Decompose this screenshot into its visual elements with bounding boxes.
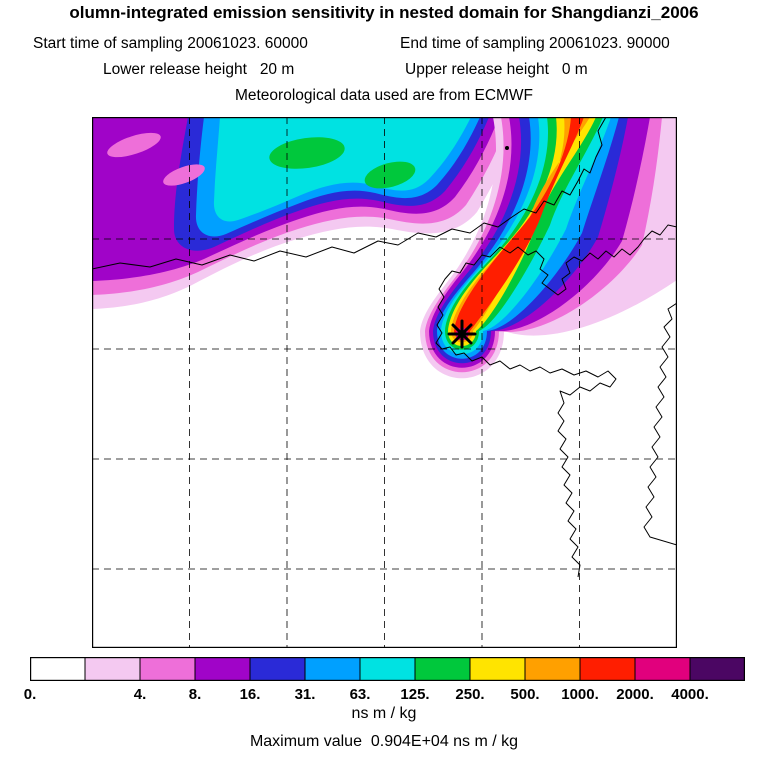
plume-mass-cyan bbox=[213, 117, 471, 222]
coastlines bbox=[92, 117, 677, 578]
colorbar-tick-label: 8. bbox=[188, 686, 202, 703]
colorbar-tick-label: 4. bbox=[133, 686, 147, 703]
end-time-text: End time of sampling 20061023. 90000 bbox=[400, 35, 670, 52]
colorbar-tick-label: 63. bbox=[349, 686, 371, 703]
colorbar-cell bbox=[139, 657, 196, 681]
map-panel bbox=[92, 117, 677, 648]
colorbar-tick-label: 4000. bbox=[671, 686, 709, 703]
coast-liaodong bbox=[499, 224, 677, 296]
colorbar-cell bbox=[249, 657, 306, 681]
colorbar-tick-label: 1000. bbox=[561, 686, 599, 703]
colorbar-cell bbox=[30, 657, 86, 681]
map-border bbox=[92, 117, 677, 648]
station-star-icon bbox=[447, 319, 477, 349]
met-source-text: Meteorological data used are from ECMWF bbox=[234, 87, 534, 104]
coast-bohai-shandong bbox=[435, 246, 617, 578]
colorbar-cell bbox=[414, 657, 471, 681]
page-title: olumn-integrated emission sensitivity in… bbox=[69, 3, 699, 22]
colorbar-cell bbox=[634, 657, 691, 681]
colorbar-cell bbox=[579, 657, 636, 681]
gridlines bbox=[92, 117, 677, 648]
plume-green-patch bbox=[269, 137, 345, 169]
colorbar-tick-label: 125. bbox=[400, 686, 430, 703]
colorbar: 0. 4. 8. 16. 31. 63. 125. 250. 500. 1000… bbox=[24, 657, 745, 713]
plume-corner-pink-streak bbox=[163, 164, 205, 186]
colorbar-cell bbox=[84, 657, 141, 681]
small-island-dot bbox=[505, 146, 509, 150]
lower-release-text: Lower release height 20 m bbox=[103, 61, 295, 78]
start-time-text: Start time of sampling 20061023. 60000 bbox=[33, 35, 308, 52]
coast-korea bbox=[643, 302, 677, 546]
colorbar-cell bbox=[469, 657, 526, 681]
colorbar-tick-label: 16. bbox=[239, 686, 261, 703]
upper-release-text: Upper release height 0 m bbox=[405, 61, 588, 78]
colorbar-units-label: ns m / kg bbox=[351, 705, 417, 722]
sampling-times-row: Start time of sampling 20061023. 60000 E… bbox=[0, 35, 768, 55]
colorbar-tick-label: 250. bbox=[455, 686, 485, 703]
plume-tail-red bbox=[454, 117, 584, 339]
plume-green-patch bbox=[364, 161, 416, 189]
colorbar-cell bbox=[194, 657, 251, 681]
colorbar-tick-label: 2000. bbox=[616, 686, 654, 703]
colorbar-border bbox=[30, 657, 745, 681]
colorbar-tick-label: 0. bbox=[23, 686, 37, 703]
colorbar-cell bbox=[359, 657, 416, 681]
colorbar-tick-label: 31. bbox=[294, 686, 316, 703]
colorbar-cell bbox=[524, 657, 581, 681]
release-heights-row: Lower release height 20 m Upper release … bbox=[0, 61, 768, 81]
plume-corner-pink-streak bbox=[107, 132, 161, 158]
colorbar-tick-label: 500. bbox=[510, 686, 540, 703]
colorbar-svg bbox=[30, 657, 745, 681]
map-svg bbox=[92, 117, 677, 648]
border-north bbox=[92, 117, 607, 270]
colorbar-cell bbox=[689, 657, 745, 681]
maximum-value-text: Maximum value 0.904E+04 ns m / kg bbox=[249, 733, 519, 750]
colorbar-cell bbox=[304, 657, 361, 681]
